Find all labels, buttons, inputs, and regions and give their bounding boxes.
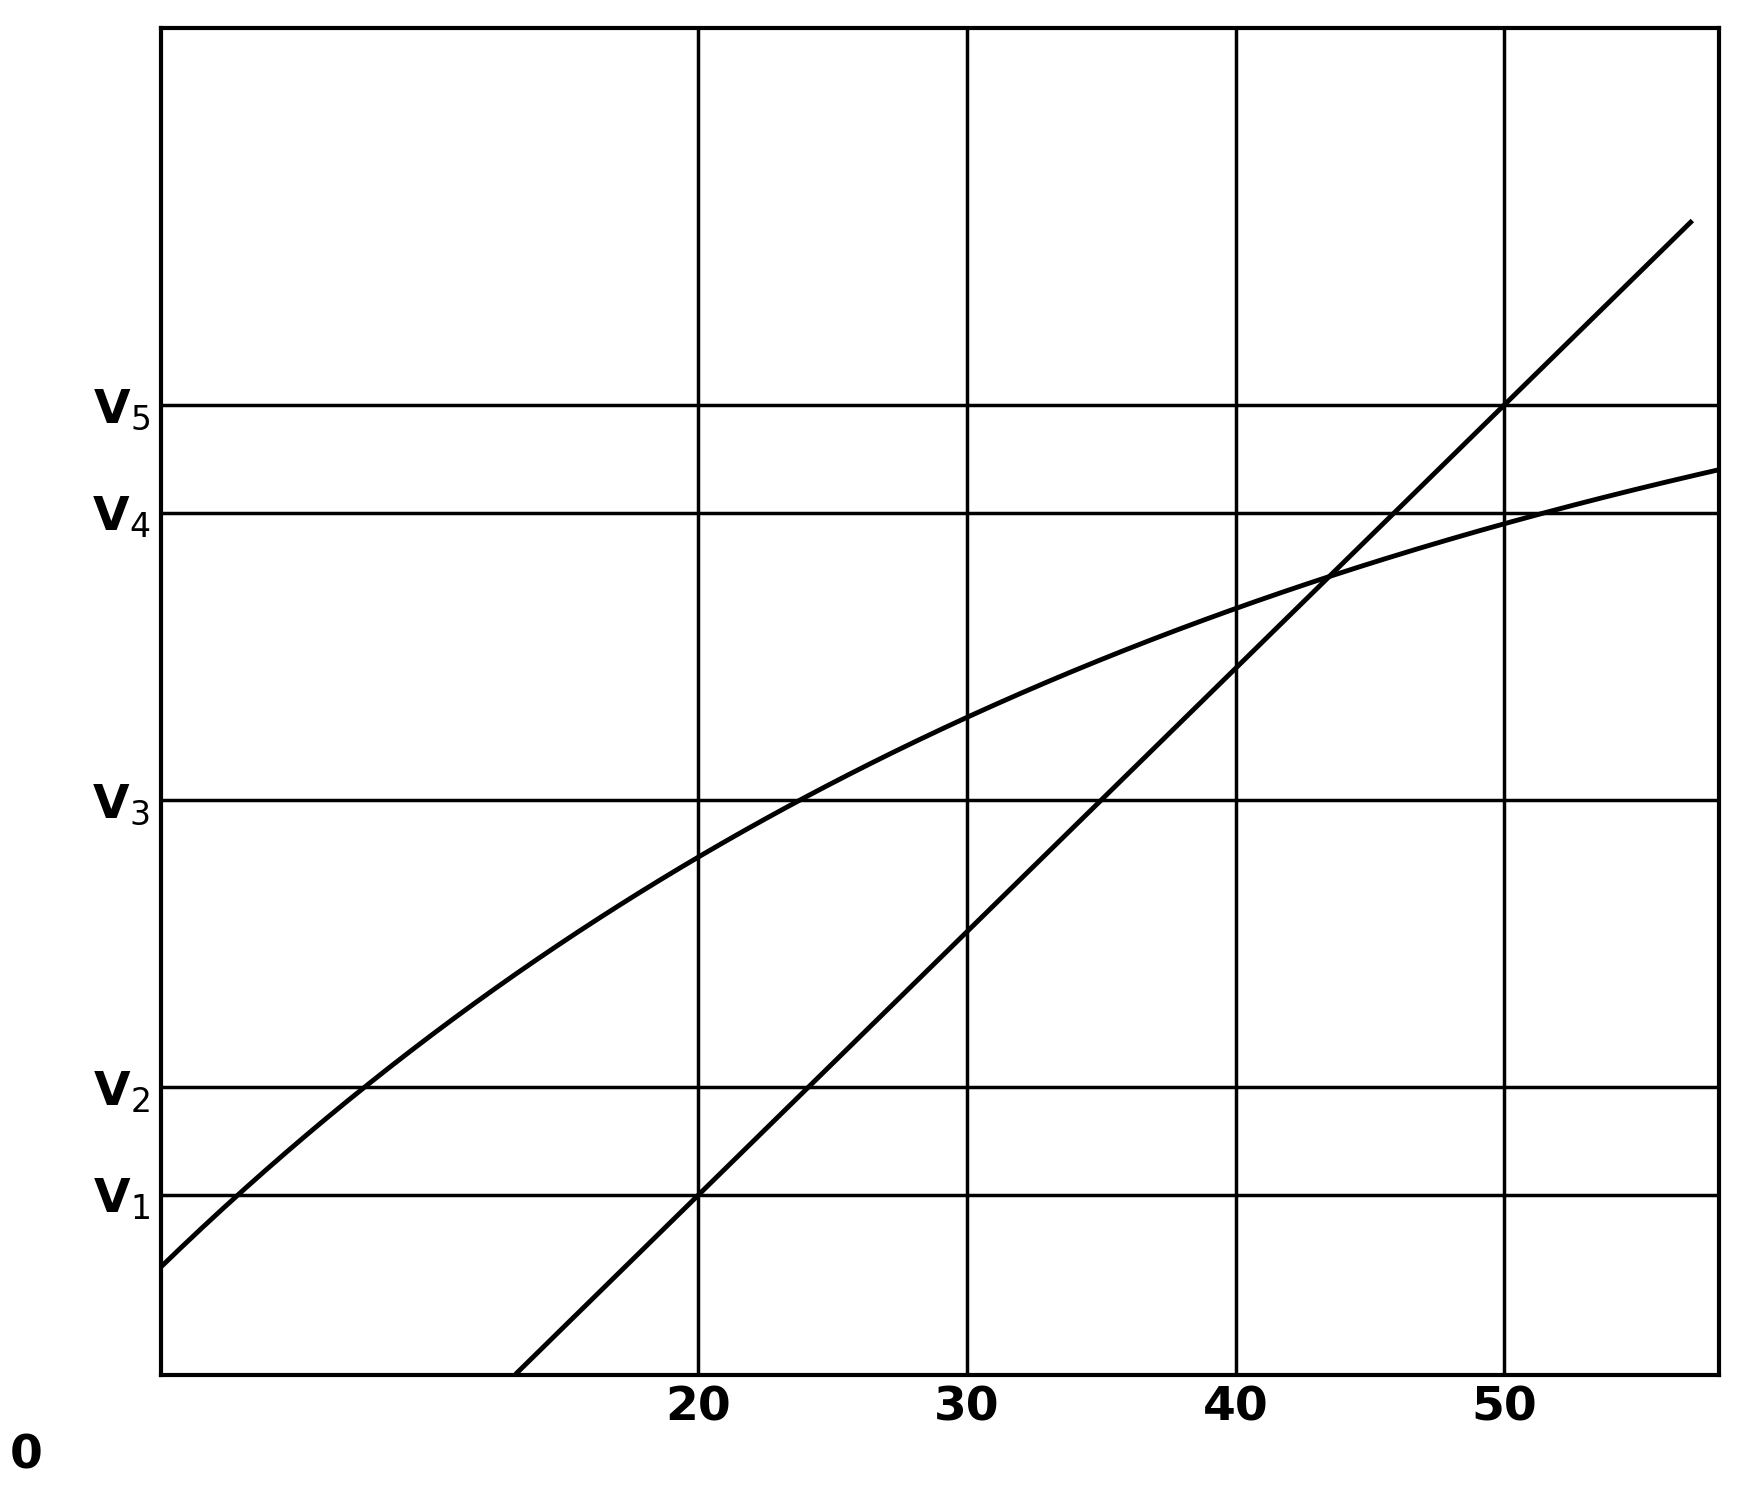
Text: 0: 0 — [10, 1433, 44, 1478]
